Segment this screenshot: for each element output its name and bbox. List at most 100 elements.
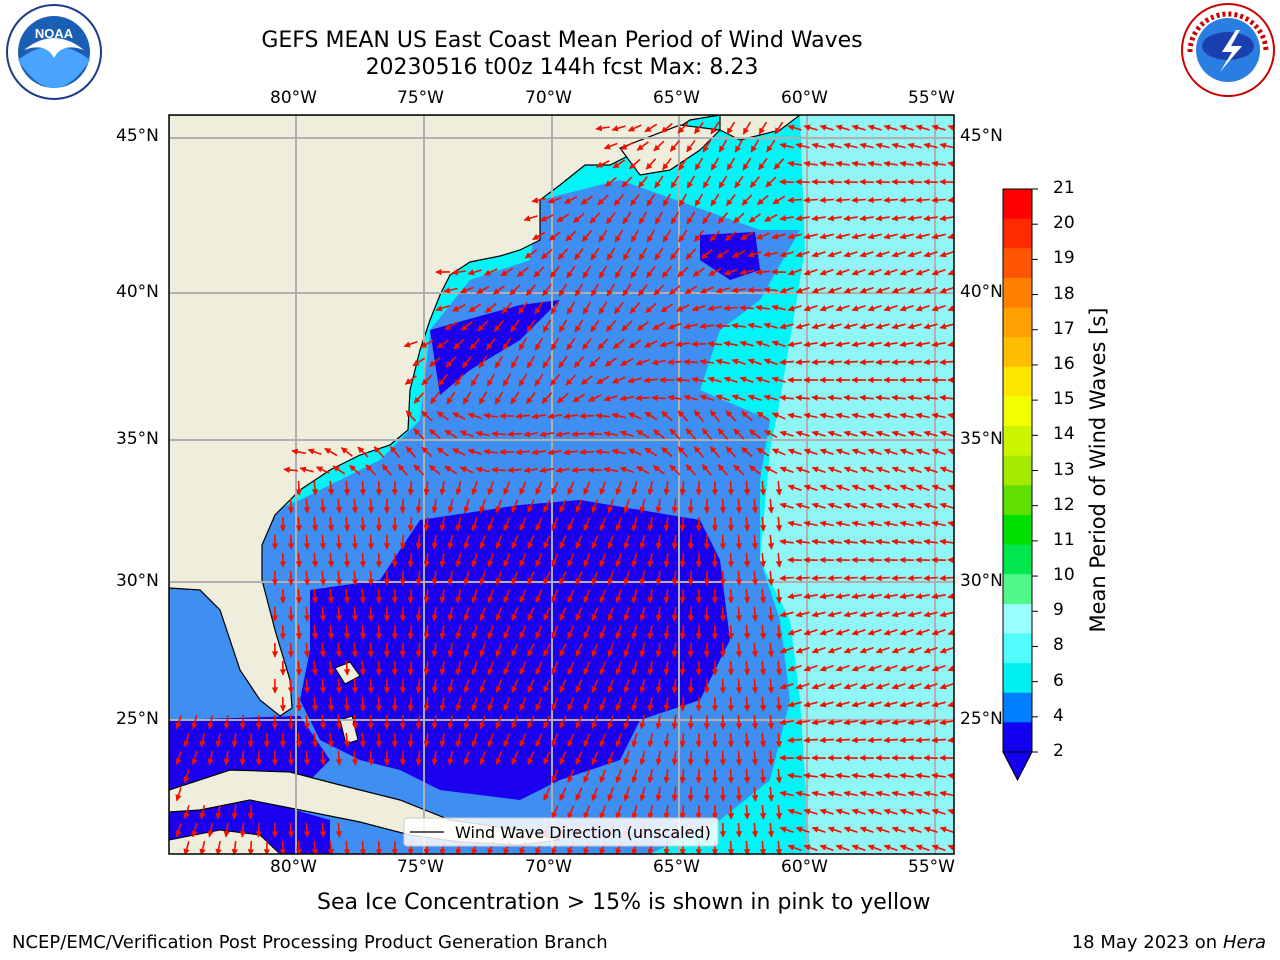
wind-wave-arrow [939, 215, 954, 222]
wind-wave-arrow [547, 196, 562, 204]
wind-wave-arrow [787, 629, 802, 636]
wind-wave-arrow [851, 233, 866, 240]
wind-wave-arrow [421, 374, 433, 386]
wind-wave-arrow [623, 571, 630, 586]
wind-wave-arrow [595, 448, 610, 456]
wind-wave-arrow [707, 376, 722, 383]
wind-wave-arrow [735, 534, 743, 550]
wind-wave-arrow [559, 643, 567, 657]
wind-wave-arrow [723, 304, 738, 312]
wind-wave-arrow [359, 552, 367, 568]
wind-wave-arrow [899, 593, 914, 600]
wind-wave-arrow [469, 338, 481, 350]
wind-wave-arrow [939, 611, 954, 618]
wind-wave-arrow [947, 160, 954, 167]
wind-wave-arrow [527, 571, 535, 585]
lat-tick-left: 25°N [116, 709, 159, 729]
wind-wave-arrow [359, 840, 367, 854]
wind-wave-arrow [567, 481, 575, 495]
wind-wave-arrow [660, 122, 673, 134]
wind-wave-arrow [795, 502, 810, 509]
wind-wave-arrow [431, 642, 438, 658]
wind-wave-arrow [643, 376, 658, 384]
lat-tick-left: 40°N [116, 282, 159, 302]
wind-wave-arrow [685, 464, 697, 476]
wind-wave-arrow [471, 517, 478, 532]
nws-logo [1181, 3, 1275, 97]
wind-wave-arrow [612, 338, 625, 350]
wind-wave-arrow [915, 412, 930, 419]
wind-wave-arrow [795, 142, 810, 149]
wind-wave-arrow [859, 466, 874, 474]
wind-wave-arrow [751, 534, 759, 550]
wind-wave-arrow [741, 410, 753, 422]
wind-wave-arrow [835, 233, 850, 240]
wind-wave-arrow [787, 412, 802, 419]
wind-wave-arrow [343, 480, 351, 496]
wind-wave-arrow [303, 822, 311, 838]
wind-wave-arrow [327, 552, 335, 568]
wind-wave-arrow [431, 534, 438, 550]
wind-wave-arrow [547, 449, 562, 456]
wind-wave-arrow [670, 211, 680, 225]
wind-wave-arrow [687, 750, 695, 766]
wind-wave-arrow [541, 248, 553, 260]
wind-wave-arrow [671, 498, 678, 514]
wind-wave-arrow [359, 516, 367, 532]
wind-wave-arrow [487, 589, 495, 604]
wind-wave-arrow [931, 196, 946, 204]
wind-wave-arrow [622, 211, 632, 225]
wind-wave-arrow [557, 392, 569, 404]
wind-wave-arrow [636, 321, 649, 331]
wind-wave-arrow [367, 642, 375, 658]
wind-wave-arrow [431, 606, 438, 622]
wind-wave-arrow [715, 287, 730, 294]
wind-wave-arrow [859, 430, 874, 437]
wind-wave-arrow [351, 498, 359, 514]
wind-wave-arrow [567, 589, 575, 603]
wind-wave-arrow [445, 356, 457, 368]
wind-wave-arrow [462, 391, 472, 405]
wind-wave-arrow [518, 301, 528, 315]
wind-wave-arrow [591, 643, 599, 658]
wind-wave-arrow [598, 265, 608, 279]
wind-wave-arrow [679, 480, 686, 496]
wind-wave-arrow [662, 229, 672, 243]
wind-wave-arrow [612, 159, 626, 169]
lon-tick-bottom: 60°W [781, 857, 828, 877]
wind-wave-arrow [687, 678, 695, 694]
wind-wave-arrow [667, 394, 682, 401]
wind-wave-arrow [583, 553, 591, 567]
wind-wave-arrow [295, 840, 303, 854]
wind-wave-arrow [795, 215, 810, 222]
wind-wave-arrow [699, 286, 714, 294]
wind-wave-arrow [399, 498, 407, 514]
wind-wave-arrow [718, 139, 728, 153]
wind-wave-arrow [428, 464, 441, 476]
wind-wave-arrow [606, 283, 616, 297]
wind-wave-arrow [939, 502, 954, 509]
wind-wave-arrow [566, 265, 576, 279]
wind-wave-arrow [765, 176, 777, 188]
wind-wave-arrow [443, 287, 458, 294]
wind-wave-arrow [479, 571, 486, 586]
wind-wave-arrow [939, 430, 954, 437]
wind-wave-arrow [303, 642, 311, 658]
wind-wave-arrow [859, 286, 874, 294]
wind-wave-arrow [524, 249, 538, 259]
wind-wave-arrow [787, 124, 802, 131]
wind-wave-arrow [779, 394, 794, 402]
wind-wave-arrow [939, 466, 954, 474]
wind-wave-arrow [947, 484, 954, 491]
wind-wave-arrow [644, 447, 658, 457]
wind-wave-arrow [803, 484, 818, 492]
wind-wave-arrow [843, 611, 858, 618]
wind-wave-arrow [693, 230, 704, 242]
wind-wave-arrow [811, 466, 826, 474]
wind-wave-arrow [701, 248, 713, 260]
wind-wave-arrow [515, 412, 530, 420]
wind-wave-arrow [678, 157, 688, 171]
wind-wave-arrow [795, 646, 810, 654]
wind-wave-arrow [421, 446, 433, 458]
